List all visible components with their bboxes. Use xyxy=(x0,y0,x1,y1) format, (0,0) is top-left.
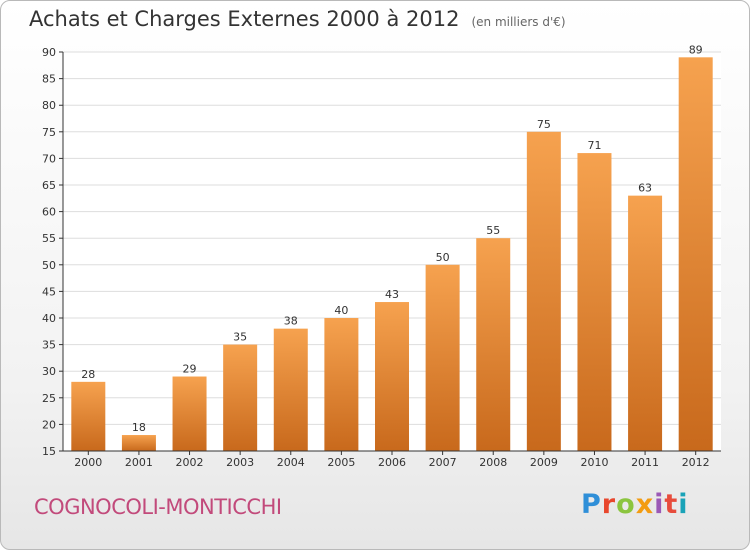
bar-value-label: 89 xyxy=(689,43,703,56)
x-tick-label: 2001 xyxy=(125,456,153,469)
y-tick-label: 60 xyxy=(42,206,56,219)
chart-title-text: Achats et Charges Externes 2000 à 2012 xyxy=(29,7,460,31)
bar xyxy=(273,328,308,451)
bar-value-label: 18 xyxy=(132,421,146,434)
y-tick-label: 45 xyxy=(42,285,56,298)
y-tick-label: 75 xyxy=(42,126,56,139)
x-tick-label: 2002 xyxy=(176,456,204,469)
logo-letter: o xyxy=(616,489,636,520)
chart-title: Achats et Charges Externes 2000 à 2012 (e… xyxy=(29,7,566,31)
bar-value-label: 28 xyxy=(81,368,95,381)
x-tick-label: 2005 xyxy=(327,456,355,469)
bar-value-label: 43 xyxy=(385,288,399,301)
x-tick-label: 2000 xyxy=(74,456,102,469)
commune-name: COGNOCOLI-MONTICCHI xyxy=(34,495,282,519)
x-tick-label: 2006 xyxy=(378,456,406,469)
y-tick-label: 25 xyxy=(42,392,56,405)
logo-letter: i xyxy=(678,489,689,520)
bar-value-label: 55 xyxy=(486,224,500,237)
y-tick-label: 40 xyxy=(42,312,56,325)
y-tick-label: 90 xyxy=(42,46,56,59)
x-tick-label: 2012 xyxy=(682,456,710,469)
bar-value-label: 75 xyxy=(537,118,551,131)
logo-letter: x xyxy=(635,489,655,520)
y-tick-label: 35 xyxy=(42,339,56,352)
x-tick-label: 2003 xyxy=(226,456,254,469)
bar xyxy=(628,195,663,451)
bar xyxy=(476,238,511,451)
bar-value-label: 50 xyxy=(436,251,450,264)
bar xyxy=(71,381,106,451)
x-tick-label: 2010 xyxy=(580,456,608,469)
bar xyxy=(526,131,561,452)
logo-letter: t xyxy=(664,489,679,520)
bar-value-label: 71 xyxy=(587,139,601,152)
bar xyxy=(223,344,258,451)
logo-letter: i xyxy=(654,489,665,520)
logo-letter: r xyxy=(601,489,617,520)
y-tick-label: 70 xyxy=(42,152,56,165)
bar xyxy=(375,302,409,451)
bar xyxy=(678,57,713,451)
y-tick-label: 15 xyxy=(42,445,56,458)
y-tick-label: 80 xyxy=(42,99,56,112)
y-tick-label: 50 xyxy=(42,259,56,272)
x-tick-label: 2007 xyxy=(429,456,457,469)
y-tick-label: 30 xyxy=(42,365,56,378)
proxiti-logo: Proxiti xyxy=(581,489,689,520)
bar xyxy=(121,435,156,451)
bar xyxy=(577,153,612,451)
x-tick-label: 2004 xyxy=(277,456,305,469)
x-tick-label: 2009 xyxy=(530,456,558,469)
bar-value-label: 38 xyxy=(284,315,298,328)
y-tick-label: 20 xyxy=(42,418,56,431)
chart-subtitle: (en milliers d'€) xyxy=(471,15,566,29)
bar-value-label: 35 xyxy=(233,331,247,344)
y-tick-label: 65 xyxy=(42,179,56,192)
bar-value-label: 63 xyxy=(638,182,652,195)
y-tick-label: 55 xyxy=(42,232,56,245)
x-tick-label: 2008 xyxy=(479,456,507,469)
y-tick-label: 85 xyxy=(42,73,56,86)
bar xyxy=(425,264,460,451)
bar-value-label: 29 xyxy=(183,363,197,376)
x-tick-label: 2011 xyxy=(631,456,659,469)
bar xyxy=(172,376,207,451)
bar-value-label: 40 xyxy=(334,304,348,317)
logo-letter: P xyxy=(581,489,602,520)
bar xyxy=(324,318,359,451)
